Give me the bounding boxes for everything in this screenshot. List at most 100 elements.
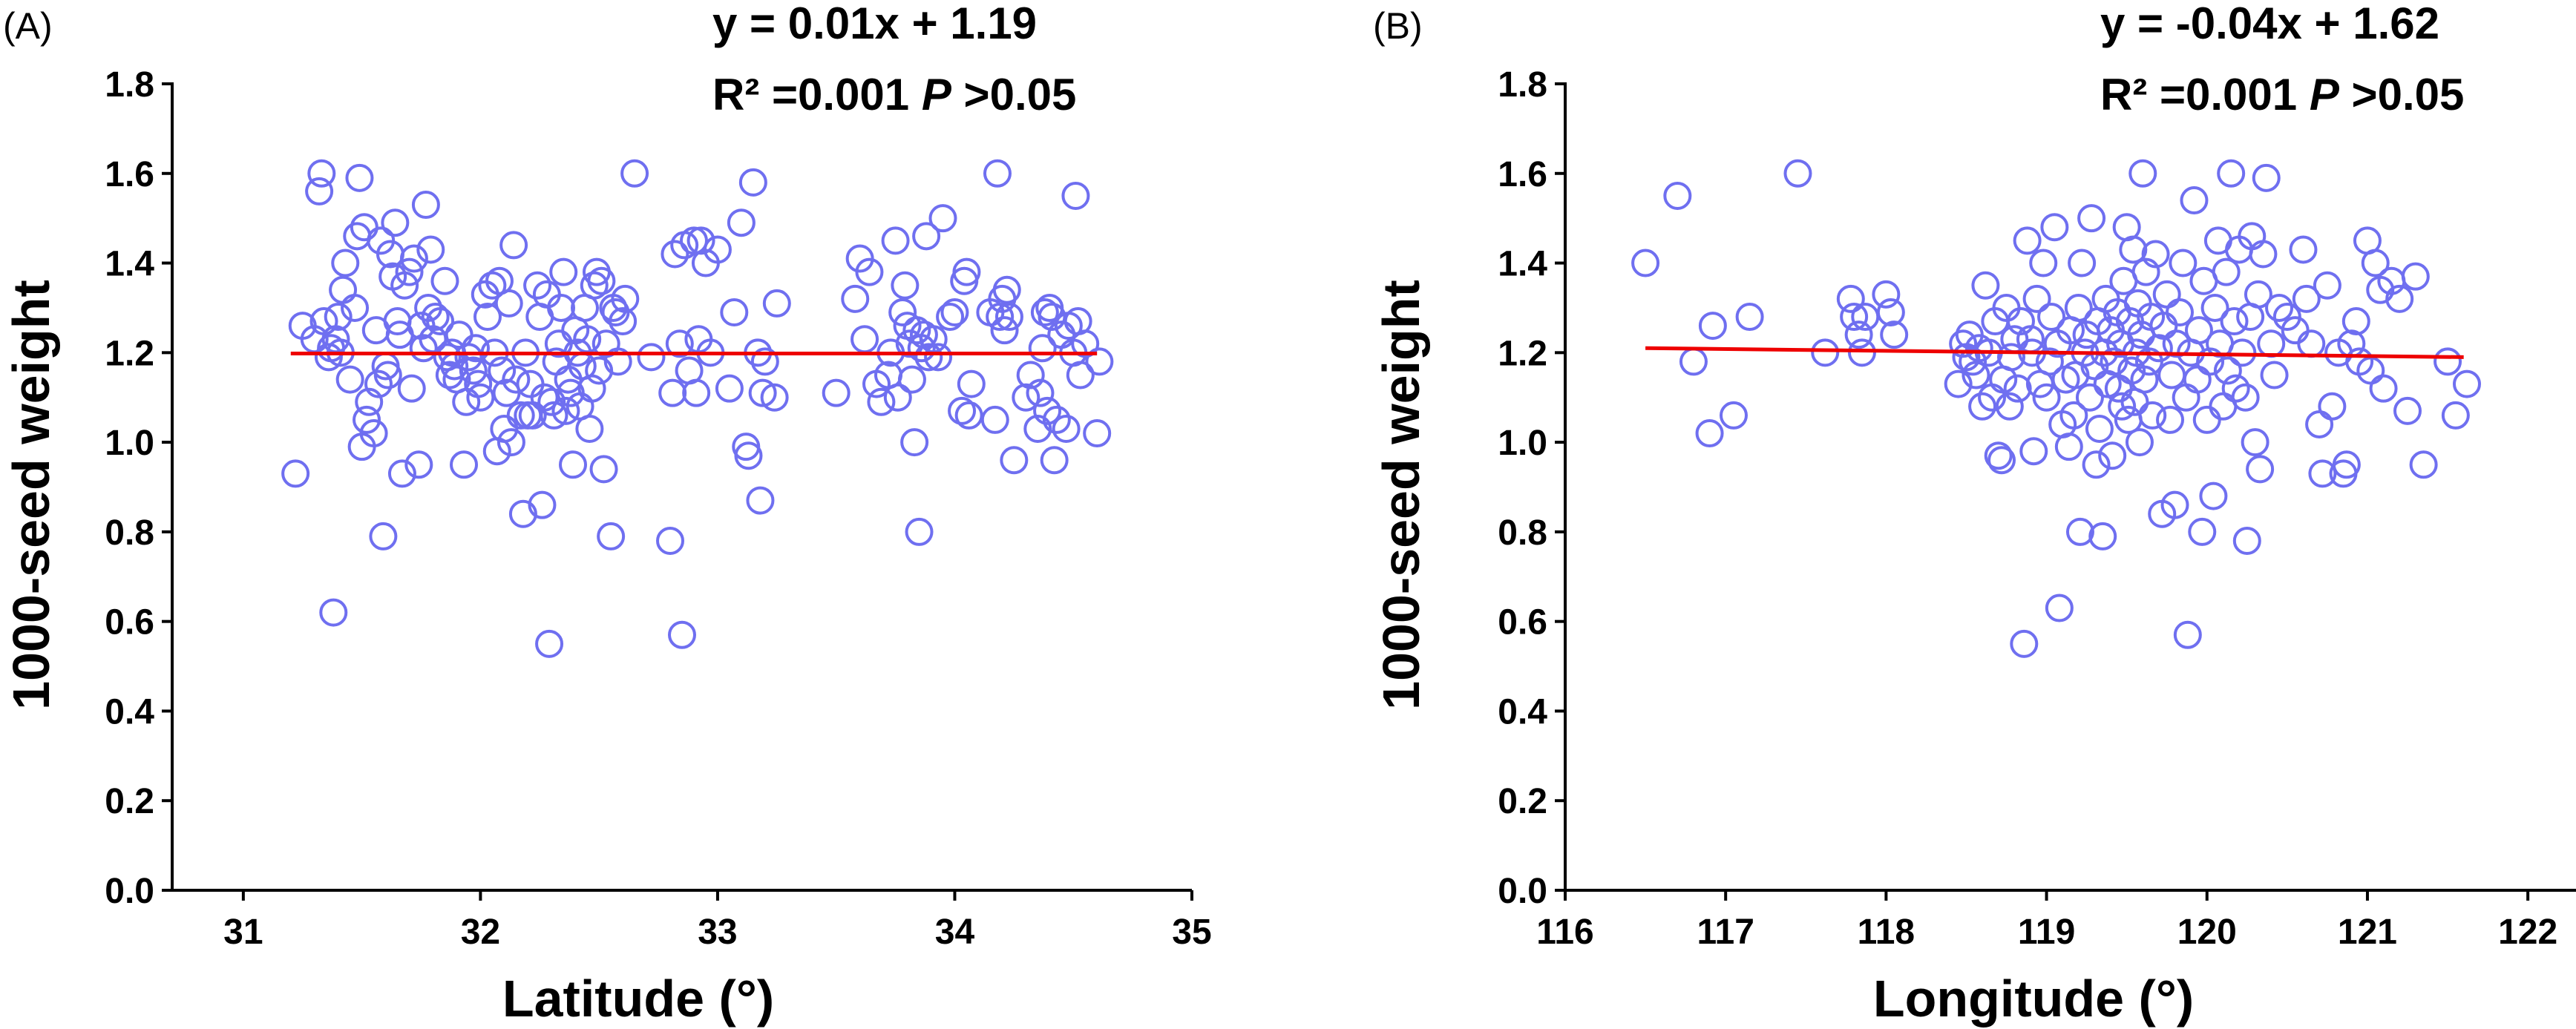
panel-b-x-tick-label: 119 (2018, 913, 2075, 952)
panel-b-data-point (1995, 392, 2024, 421)
panel-a-data-point (319, 598, 348, 627)
panel-a-data-point (466, 383, 495, 412)
scatter-panel-latitude: (A) y = 0.01x + 1.19 R² =0.001 P >0.05 1… (2, 0, 1212, 1028)
panel-b-data-point (2241, 428, 2269, 457)
panel-a-data-point (580, 271, 609, 300)
panel-b-data-point (2184, 316, 2213, 345)
panel-a-data-point (980, 405, 1009, 434)
panel-a-data-point (416, 235, 445, 264)
panel-b-data-point (2221, 374, 2250, 403)
panel-a-y-ticks: 0.0 0.2 0.4 0.6 0.8 1.0 1.2 1.4 1.6 1.8 (105, 65, 172, 911)
panel-a-data-point (397, 374, 426, 403)
panel-b-data-point (2128, 159, 2157, 188)
panel-a-data-point (473, 303, 502, 332)
panel-b-y-tick-label: 0.2 (1498, 782, 1547, 821)
panel-a-data-point (464, 369, 493, 398)
panel-b-data-point (2173, 620, 2202, 649)
panel-a-x-tick-label: 35 (1172, 913, 1211, 952)
panel-b-y-tick-label: 1.6 (1498, 155, 1547, 194)
panel-a-data-point (905, 517, 934, 546)
panel-b-data-point (2130, 365, 2159, 394)
panel-a-x-tick-label: 32 (461, 913, 500, 952)
panel-a-data-point (353, 405, 381, 434)
panel-b-x-tick-label: 118 (1858, 913, 1915, 952)
panel-b-data-point (2228, 338, 2257, 367)
panel-b-data-point (2082, 450, 2111, 479)
panel-b-data-point (2452, 369, 2481, 398)
panel-a-data-point (387, 459, 416, 488)
panel-b-data-point (1695, 419, 1724, 448)
panel-b-data-point (2169, 249, 2198, 277)
panel-a-data-point (540, 401, 568, 430)
panel-a-data-point (620, 159, 649, 188)
panel-a-y-tick-label: 1.8 (105, 65, 154, 105)
panel-b-data-point (1880, 320, 1909, 349)
panel-b-data-point (2180, 186, 2209, 215)
panel-b-data-point (2244, 280, 2272, 309)
panel-a-data-point (1040, 446, 1069, 475)
panel-b-data-point (2199, 481, 2228, 510)
panel-a-p-symbol: P (922, 70, 952, 119)
panel-a-r2-text: R² =0.001 (712, 70, 922, 119)
panel-a-data-point (888, 297, 917, 326)
panel-a-data-point (734, 441, 763, 470)
panel-b-x-ticks: 116 117 118 119 120 121 122 (1536, 890, 2557, 952)
panel-a-data-point (450, 450, 479, 479)
panel-a-data-point (381, 208, 410, 237)
panel-a-data-point (686, 226, 715, 255)
panel-a-data-point (373, 361, 402, 389)
panel-b-y-tick-label: 0.4 (1498, 692, 1547, 732)
panel-a-data-point (897, 365, 926, 394)
panel-b-x-tick-label: 121 (2338, 913, 2397, 952)
panel-b-data-point (2125, 428, 2154, 457)
panel-b-data-point (2029, 249, 2058, 277)
panel-a-data-point (914, 343, 943, 372)
panel-a-data-point (535, 629, 564, 658)
panel-a-data-point (355, 387, 384, 416)
panel-a-data-point (1012, 383, 1040, 412)
panel-a-y-tick-label: 0.2 (105, 782, 154, 821)
panel-a-data-point (1071, 329, 1100, 358)
panel-a-data-point (324, 303, 353, 332)
panel-a-data-point (409, 334, 438, 363)
panel-a-data-point (924, 343, 953, 372)
panel-a-data-point (1042, 405, 1071, 434)
panel-a-data-point (957, 369, 986, 398)
panel-a-data-point (1033, 396, 1062, 425)
panel-b-data-point (2318, 392, 2347, 421)
panel-a-data-point (936, 303, 965, 332)
panel-a-data-point (1028, 334, 1057, 363)
panel-b-y-tick-label: 1.8 (1498, 65, 1547, 105)
panel-a-data-point (609, 307, 638, 336)
panel-b-data-point (1631, 249, 1660, 277)
panel-b-data-point (2220, 307, 2249, 336)
panel-a-data-point (986, 303, 1015, 332)
panel-a-y-tick-label: 0.4 (105, 692, 154, 732)
panel-b-data-point (2064, 293, 2093, 322)
panel-b-data-point (2075, 383, 2104, 412)
panel-a-data-point (528, 490, 557, 519)
panel-a-data-point (411, 191, 440, 220)
panel-b-data-point (2260, 361, 2289, 389)
panel-b-y-tick-label: 1.2 (1498, 334, 1547, 373)
panel-a-data-point (331, 249, 360, 277)
panel-a-data-point (611, 284, 640, 313)
panel-b-data-point (1872, 280, 1901, 309)
panel-a-data-point (746, 486, 775, 515)
panel-a-data-point (940, 297, 969, 326)
panel-a-data-point (305, 177, 334, 206)
panel-a-data-point (547, 293, 576, 322)
panel-a-data-point (715, 374, 744, 403)
panel-a-data-point (478, 271, 507, 300)
panel-b-data-point (2313, 271, 2341, 300)
panel-a-data-point (900, 428, 929, 457)
panel-a-data-point (1030, 297, 1059, 326)
panel-a-y-tick-label: 0.6 (105, 603, 154, 642)
panel-a-data-point (587, 266, 616, 295)
panel-b-data-point (2059, 401, 2088, 430)
panel-b-fit-equation: y = -0.04x + 1.62 (2100, 0, 2439, 48)
panel-a-data-point (523, 271, 552, 300)
panel-b-data-point (1811, 338, 1840, 367)
panel-a-data-point (516, 369, 545, 398)
panel-b-p-text: >0.05 (2339, 70, 2465, 119)
